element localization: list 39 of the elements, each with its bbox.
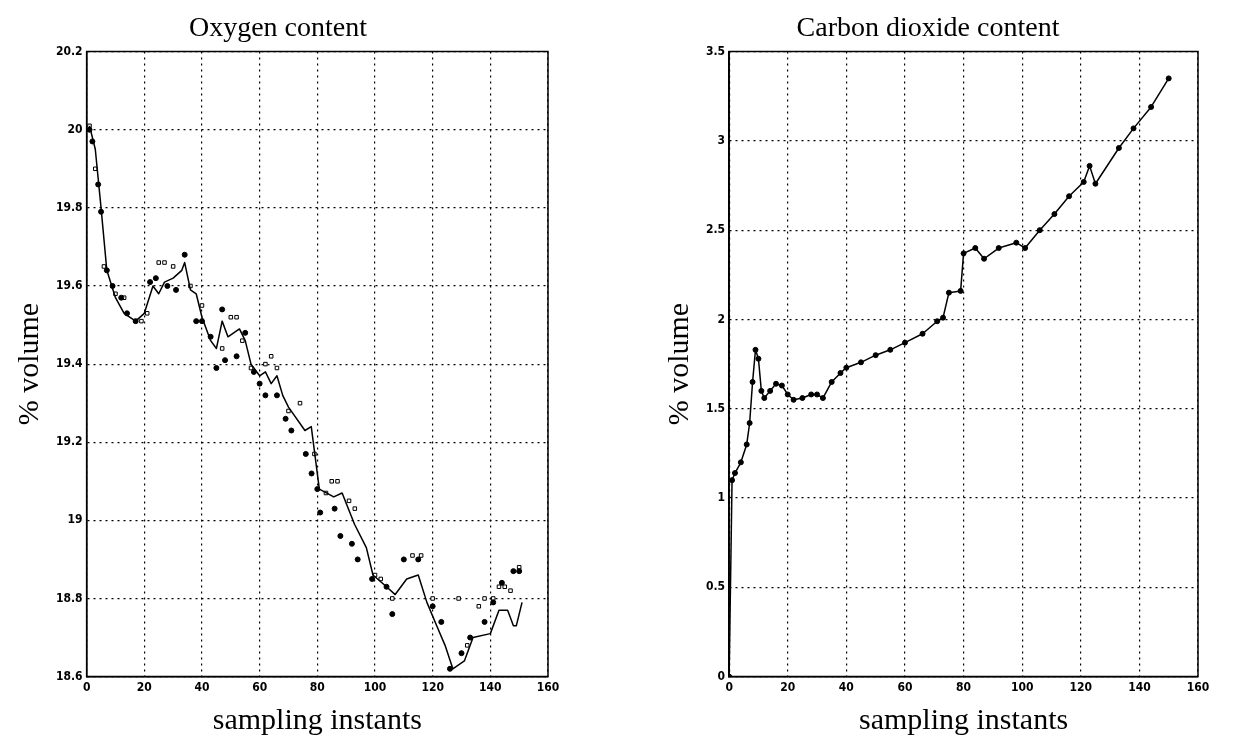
x-tick-label: 160 <box>1186 679 1210 694</box>
y-tick-label: 2 <box>717 311 726 326</box>
x-tick-label: 60 <box>897 679 913 694</box>
x-tick-label: 140 <box>1128 679 1151 694</box>
y-tick-label: 19.6 <box>56 278 83 293</box>
y-tick-label: 20 <box>67 121 83 136</box>
x-tick-label: 20 <box>780 679 796 694</box>
y-tick-label: 3.5 <box>706 43 726 58</box>
x-tick-label: 60 <box>252 679 268 694</box>
y-tick-label: 19.8 <box>56 199 83 214</box>
y-tick-label: 19.4 <box>56 356 84 371</box>
y-axis-title: % volume <box>660 302 694 426</box>
y-tick-label: 19 <box>67 512 83 527</box>
y-tick-label: 1.5 <box>706 400 726 415</box>
y-tick-label: 3 <box>717 133 726 148</box>
x-tick-label: 80 <box>309 679 325 694</box>
y-tick-label: 1 <box>717 490 726 505</box>
x-axis-title: sampling instants <box>858 701 1069 735</box>
x-tick-label: 160 <box>536 679 560 694</box>
y-axis-title: % volume <box>10 302 44 426</box>
x-tick-label: 140 <box>479 679 502 694</box>
x-tick-label: 20 <box>136 679 152 694</box>
y-tick-label: 19.2 <box>56 434 83 449</box>
y-tick-label: 18.6 <box>56 668 83 683</box>
x-axis-title: sampling instants <box>212 701 422 735</box>
y-tick-label: 18.8 <box>56 590 83 605</box>
x-tick-label: 80 <box>956 679 972 694</box>
x-tick-label: 40 <box>838 679 854 694</box>
y-tick-label: 2.5 <box>706 222 726 237</box>
y-tick-label: 0 <box>717 668 726 683</box>
chart-title: Oxygen content <box>188 11 368 43</box>
chart-title: Carbon dioxide content <box>796 11 1060 43</box>
x-tick-label: 120 <box>421 679 444 694</box>
x-tick-label: 100 <box>1010 679 1034 694</box>
y-tick-label: 0.5 <box>706 579 726 594</box>
x-tick-label: 40 <box>194 679 210 694</box>
y-tick-label: 20.2 <box>56 43 83 58</box>
x-tick-label: 120 <box>1069 679 1093 694</box>
x-tick-label: 100 <box>363 679 387 694</box>
